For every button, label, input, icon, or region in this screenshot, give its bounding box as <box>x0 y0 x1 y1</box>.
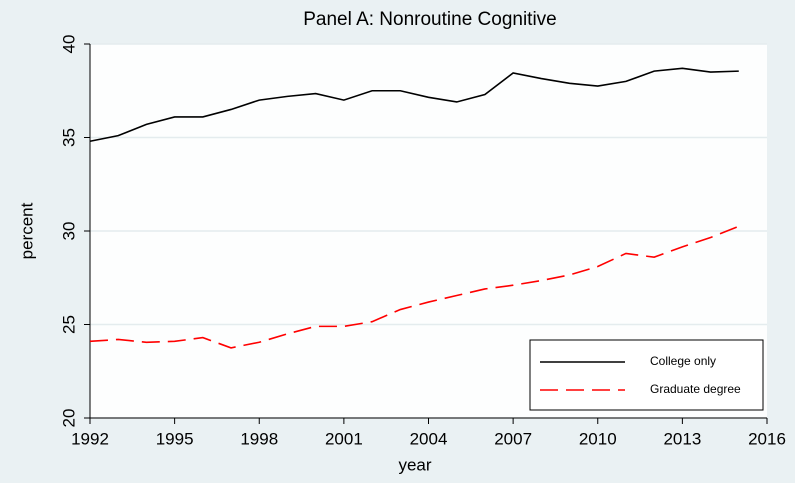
x-tick-label: 2010 <box>579 429 617 448</box>
y-tick-label: 40 <box>59 35 78 54</box>
y-tick-label: 20 <box>59 409 78 428</box>
y-axis-label: percent <box>17 202 36 259</box>
x-tick-label: 1998 <box>240 429 278 448</box>
x-tick-label: 1995 <box>156 429 194 448</box>
x-tick-label: 2004 <box>410 429 448 448</box>
chart-title: Panel A: Nonroutine Cognitive <box>303 9 557 30</box>
y-tick-label: 25 <box>59 315 78 334</box>
x-tick-label: 2013 <box>663 429 701 448</box>
legend-label: College only <box>650 354 716 368</box>
x-tick-label: 2001 <box>325 429 363 448</box>
legend-box <box>529 339 764 411</box>
legend-label: Graduate degree <box>650 382 741 396</box>
x-tick-label: 2007 <box>494 429 532 448</box>
x-tick-label: 1992 <box>71 429 109 448</box>
y-tick-label: 35 <box>59 128 78 147</box>
series-line <box>89 67 739 143</box>
x-axis-label: year <box>398 455 431 474</box>
series-line <box>89 225 740 349</box>
x-tick-label: 2016 <box>748 429 786 448</box>
y-tick-label: 30 <box>59 222 78 241</box>
